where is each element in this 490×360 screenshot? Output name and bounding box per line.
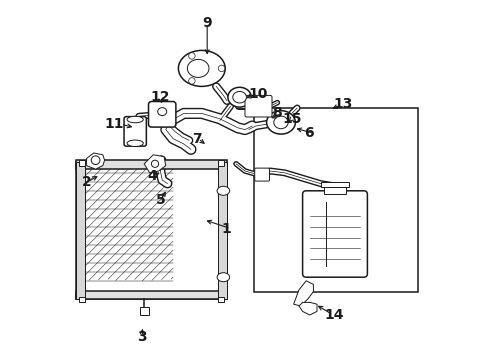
Text: 11: 11 — [105, 117, 124, 131]
Ellipse shape — [187, 59, 209, 77]
Bar — [218, 297, 224, 302]
Text: 1: 1 — [221, 222, 231, 235]
Polygon shape — [76, 162, 227, 299]
Bar — [320, 182, 349, 187]
Ellipse shape — [127, 116, 143, 123]
Ellipse shape — [158, 108, 167, 116]
Text: 10: 10 — [248, 87, 268, 100]
Text: 5: 5 — [155, 193, 165, 207]
Text: 2: 2 — [81, 175, 91, 189]
FancyBboxPatch shape — [245, 95, 272, 117]
FancyBboxPatch shape — [303, 191, 368, 277]
Text: 4: 4 — [147, 170, 157, 183]
Text: 6: 6 — [304, 126, 314, 140]
Ellipse shape — [228, 87, 251, 107]
Bar — [76, 291, 227, 299]
Text: 9: 9 — [202, 17, 212, 30]
Ellipse shape — [217, 186, 230, 195]
Polygon shape — [294, 281, 314, 306]
Text: 8: 8 — [272, 107, 282, 120]
FancyBboxPatch shape — [124, 117, 147, 146]
FancyBboxPatch shape — [148, 102, 176, 127]
Ellipse shape — [127, 140, 143, 147]
Bar — [140, 307, 148, 315]
Text: 15: 15 — [282, 112, 301, 126]
Polygon shape — [87, 153, 104, 169]
Bar — [76, 160, 227, 169]
Ellipse shape — [217, 273, 230, 282]
Circle shape — [91, 156, 100, 165]
Bar — [254, 108, 418, 292]
Circle shape — [189, 53, 195, 59]
Polygon shape — [144, 155, 166, 173]
Bar — [79, 160, 85, 166]
FancyBboxPatch shape — [255, 168, 270, 181]
Bar — [76, 162, 85, 299]
Ellipse shape — [274, 116, 288, 129]
Text: 14: 14 — [324, 308, 343, 322]
Ellipse shape — [178, 50, 225, 86]
Text: 7: 7 — [192, 132, 202, 145]
Circle shape — [219, 65, 225, 72]
Polygon shape — [299, 302, 317, 315]
Ellipse shape — [233, 91, 246, 103]
Circle shape — [189, 78, 195, 84]
Circle shape — [151, 160, 159, 167]
Text: 13: 13 — [333, 98, 353, 111]
Bar — [218, 160, 224, 166]
Text: 12: 12 — [150, 90, 170, 104]
Ellipse shape — [267, 111, 295, 134]
Bar — [324, 187, 346, 194]
Bar — [79, 297, 85, 302]
Text: 3: 3 — [138, 330, 147, 343]
Bar — [218, 162, 227, 299]
